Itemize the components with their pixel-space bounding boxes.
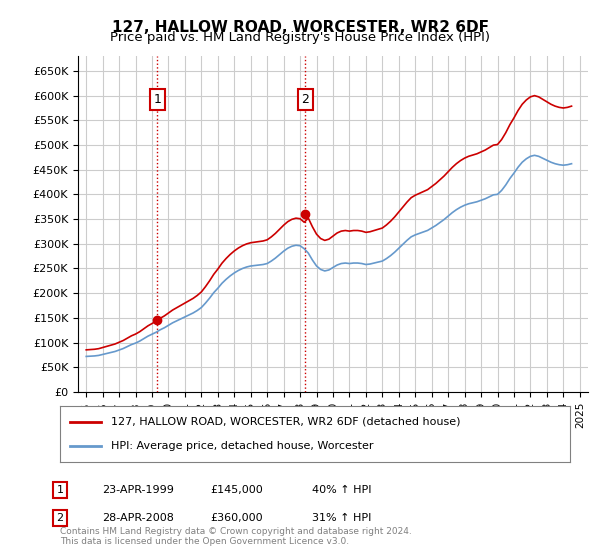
Text: £360,000: £360,000: [210, 513, 263, 523]
Text: 127, HALLOW ROAD, WORCESTER, WR2 6DF: 127, HALLOW ROAD, WORCESTER, WR2 6DF: [112, 20, 488, 35]
Text: 1: 1: [56, 485, 64, 495]
Text: 40% ↑ HPI: 40% ↑ HPI: [312, 485, 371, 495]
Text: 2: 2: [56, 513, 64, 523]
Text: 23-APR-1999: 23-APR-1999: [102, 485, 174, 495]
Text: 2: 2: [301, 93, 309, 106]
Text: 31% ↑ HPI: 31% ↑ HPI: [312, 513, 371, 523]
Text: 1: 1: [154, 93, 161, 106]
Text: Contains HM Land Registry data © Crown copyright and database right 2024.
This d: Contains HM Land Registry data © Crown c…: [60, 526, 412, 546]
Text: 127, HALLOW ROAD, WORCESTER, WR2 6DF (detached house): 127, HALLOW ROAD, WORCESTER, WR2 6DF (de…: [111, 417, 461, 427]
Text: £145,000: £145,000: [210, 485, 263, 495]
Text: HPI: Average price, detached house, Worcester: HPI: Average price, detached house, Worc…: [111, 441, 373, 451]
Text: Price paid vs. HM Land Registry's House Price Index (HPI): Price paid vs. HM Land Registry's House …: [110, 31, 490, 44]
Text: 28-APR-2008: 28-APR-2008: [102, 513, 174, 523]
